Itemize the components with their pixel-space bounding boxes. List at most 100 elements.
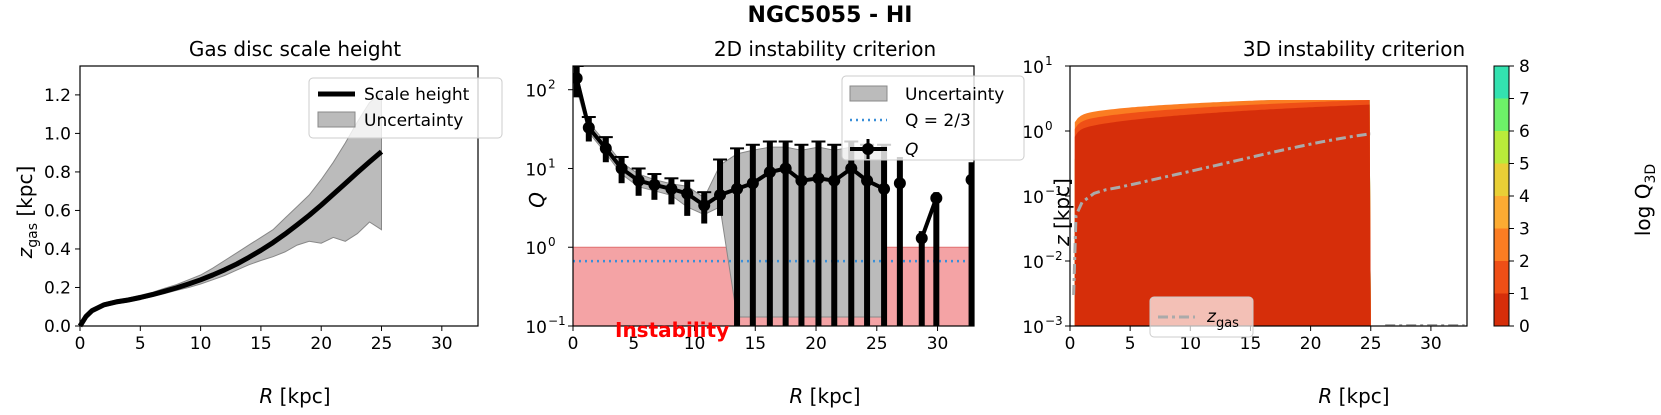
panel-1-xlabel: R [kpc]	[259, 384, 330, 408]
y-tick-label: 10	[1022, 318, 1044, 338]
instability-label: Instability	[615, 318, 729, 342]
panel-2-xlabel: R [kpc]	[789, 384, 860, 408]
x-tick-label: 15	[744, 334, 766, 354]
y-tick-exponent: 2	[548, 78, 556, 92]
panel-3-ylabel: z [kpc]	[1050, 178, 1074, 247]
q-point	[714, 189, 727, 202]
y-tick-label: 10	[1022, 188, 1044, 208]
colorbar-segment	[1494, 196, 1509, 229]
q-point	[698, 199, 711, 212]
colorbar-label: log Q3D	[1631, 164, 1659, 236]
panel-1-title: Gas disc scale height	[189, 37, 401, 61]
panel-3-title: 3D instability criterion	[1243, 37, 1465, 61]
x-tick-label: 15	[250, 334, 272, 354]
plot-area	[1072, 100, 1465, 326]
panel-3-xlabel: R [kpc]	[1318, 384, 1389, 408]
zgas-line	[1072, 132, 1372, 296]
q-line	[919, 197, 939, 239]
figure-title: NGC5055 - HI	[748, 3, 913, 28]
panel-2-ylabel: Q	[525, 192, 549, 208]
x-tick-label: 20	[1300, 334, 1322, 354]
q-point	[965, 173, 974, 186]
legend-uncertainty-label: Uncertainty	[364, 111, 463, 131]
x-tick-label: 25	[371, 334, 393, 354]
panel-1-ylabel: zgas [kpc]	[13, 166, 41, 260]
colorbar-segment	[1494, 261, 1509, 294]
q-point	[893, 177, 906, 190]
x-tick-label: 20	[310, 334, 332, 354]
colorbar-segment	[1494, 163, 1509, 196]
panel-3-legend: zgas	[1149, 296, 1254, 338]
legend-q-label: Q	[905, 140, 918, 160]
y-tick-label: 10	[1022, 123, 1044, 143]
q-point	[615, 162, 628, 175]
legend-zgas-label: zgas	[1206, 307, 1239, 331]
y-tick-label: 0.4	[44, 240, 71, 260]
q-point	[779, 162, 792, 175]
x-tick-label: 25	[866, 334, 888, 354]
legend-2d-uncertainty-swatch	[849, 85, 888, 102]
colorbar-tick-label: 2	[1519, 252, 1530, 272]
legend-uncertainty-swatch	[317, 111, 356, 128]
q-point	[648, 178, 661, 191]
q-point	[681, 187, 694, 200]
x-tick-label: 5	[1125, 334, 1136, 354]
panel-1-legend: Scale height Uncertainty	[308, 77, 503, 139]
x-tick-label: 20	[805, 334, 827, 354]
q-point	[599, 142, 612, 155]
y-tick-label: 1.2	[44, 86, 71, 106]
contour-level-0	[1074, 104, 1371, 326]
colorbar-tick-label: 1	[1519, 285, 1530, 305]
y-tick-label: 10	[525, 160, 547, 180]
colorbar-segment	[1494, 228, 1509, 261]
q-point	[632, 174, 645, 187]
y-tick-label: 10	[525, 239, 547, 259]
x-tick-label: 0	[1065, 334, 1076, 354]
colorbar-tick-label: 6	[1519, 122, 1530, 142]
x-tick-label: 5	[628, 334, 639, 354]
plot-frame	[79, 65, 479, 327]
y-tick-exponent: 1	[548, 156, 556, 170]
colorbar-tick-label: 5	[1519, 155, 1530, 175]
colorbar-tick-label: 7	[1519, 90, 1530, 110]
y-tick-exponent: −1	[1045, 184, 1063, 198]
panel-2-legend: Uncertainty Q = 2/3 Q	[841, 75, 1025, 161]
q-point	[731, 182, 744, 195]
x-tick-label: 25	[1360, 334, 1382, 354]
y-tick-label: 0.0	[44, 317, 71, 337]
y-tick-label: 1.0	[44, 124, 71, 144]
panel-2-title: 2D instability criterion	[714, 37, 936, 61]
q-point	[845, 162, 858, 175]
x-tick-label: 0	[568, 334, 579, 354]
q-point	[746, 177, 759, 190]
x-tick-label: 15	[1240, 334, 1262, 354]
x-tick-label: 30	[431, 334, 453, 354]
y-tick-label: 0.6	[44, 201, 71, 221]
q-point	[812, 172, 825, 185]
q-point	[930, 192, 943, 205]
y-tick-label: 10	[1022, 58, 1044, 78]
colorbar-tick-label: 0	[1519, 317, 1530, 337]
q-point	[573, 72, 583, 85]
colorbar-segment	[1494, 131, 1509, 164]
y-tick-label: 0.2	[44, 278, 71, 298]
plot-area	[573, 66, 974, 326]
q-point	[763, 166, 776, 179]
colorbar-tick-label: 3	[1519, 220, 1530, 240]
colorbar: 0 1 2 3 4 5 6 7 8	[1493, 57, 1530, 337]
plot-frame	[572, 65, 975, 327]
panel-3d-instability: 3D instability criterion 0 5 10 15 20 25 3010−…	[1022, 37, 1659, 408]
x-tick-label: 10	[684, 334, 706, 354]
colorbar-segment	[1494, 98, 1509, 131]
q-point	[582, 121, 595, 134]
scale-height-line	[77, 149, 384, 328]
x-tick-label: 10	[190, 334, 212, 354]
x-tick-label: 10	[1179, 334, 1201, 354]
colorbar-tick-label: 4	[1519, 187, 1530, 207]
x-tick-label: 5	[135, 334, 146, 354]
panel-scale-height: Gas disc scale height 0 5 10 15 20 25 30 0.0 0.2…	[13, 37, 503, 408]
y-tick-exponent: −2	[1045, 249, 1063, 263]
colorbar-tick-label: 8	[1519, 57, 1530, 77]
colorbar-segment	[1494, 66, 1509, 99]
